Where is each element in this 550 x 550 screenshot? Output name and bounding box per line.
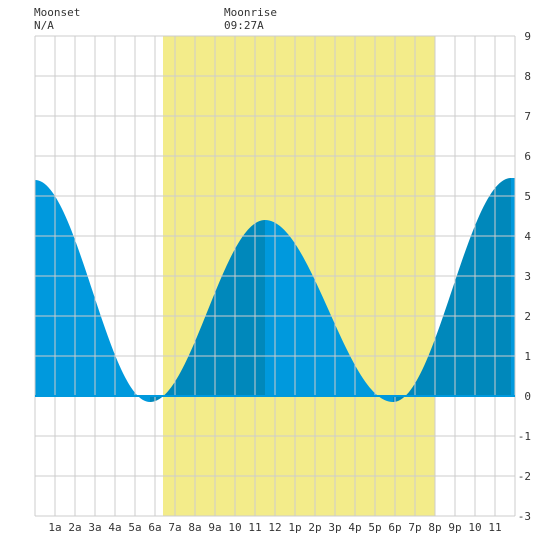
y-tick-label: 9 xyxy=(524,30,531,43)
y-tick-label: 7 xyxy=(524,110,531,123)
x-tick-label: 3p xyxy=(328,521,341,534)
x-tick-label: 11 xyxy=(488,521,501,534)
y-tick-label: 4 xyxy=(524,230,531,243)
x-tick-label: 5p xyxy=(368,521,381,534)
x-tick-label: 6p xyxy=(388,521,401,534)
y-tick-label: 5 xyxy=(524,190,531,203)
y-tick-label: -3 xyxy=(518,510,531,523)
x-tick-label: 7p xyxy=(408,521,421,534)
x-tick-label: 1a xyxy=(48,521,61,534)
x-tick-label: 8p xyxy=(428,521,441,534)
falling-tide-area xyxy=(35,180,150,402)
y-tick-label: 0 xyxy=(524,390,531,403)
x-tick-label: 5a xyxy=(128,521,141,534)
moonset-info: Moonset N/A xyxy=(34,6,80,32)
x-tick-label: 10 xyxy=(228,521,241,534)
x-tick-label: 2a xyxy=(68,521,81,534)
moonrise-label: Moonrise xyxy=(224,6,277,19)
x-tick-label: 1p xyxy=(288,521,301,534)
rising-tide-area xyxy=(393,178,511,402)
y-tick-label: 8 xyxy=(524,70,531,83)
y-tick-label: 6 xyxy=(524,150,531,163)
x-tick-label: 9p xyxy=(448,521,461,534)
x-tick-label: 9a xyxy=(208,521,221,534)
x-tick-label: 3a xyxy=(88,521,101,534)
x-tick-label: 10 xyxy=(468,521,481,534)
x-tick-label: 11 xyxy=(248,521,261,534)
x-tick-label: 12 xyxy=(268,521,281,534)
moonset-time: N/A xyxy=(34,19,54,32)
x-tick-label: 6a xyxy=(148,521,161,534)
x-tick-label: 8a xyxy=(188,521,201,534)
x-tick-label: 2p xyxy=(308,521,321,534)
moonrise-time: 09:27A xyxy=(224,19,264,32)
x-tick-label: 4a xyxy=(108,521,121,534)
y-tick-label: -2 xyxy=(518,470,531,483)
y-tick-label: 2 xyxy=(524,310,531,323)
moonset-label: Moonset xyxy=(34,6,81,19)
falling-tide-area xyxy=(511,178,515,396)
x-tick-label: 4p xyxy=(348,521,361,534)
moonrise-info: Moonrise 09:27A xyxy=(224,6,277,32)
y-tick-label: 3 xyxy=(524,270,531,283)
y-tick-label: 1 xyxy=(524,350,531,363)
y-tick-label: -1 xyxy=(518,430,531,443)
x-tick-label: 7a xyxy=(168,521,181,534)
